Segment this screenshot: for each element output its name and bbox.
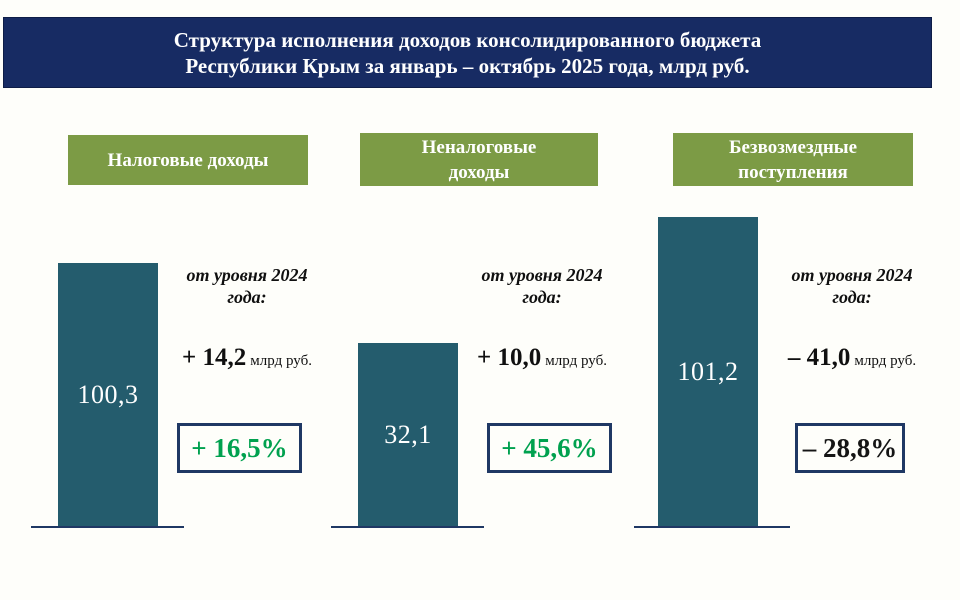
change-amount-row: – 41,0 млрд руб.: [757, 344, 947, 372]
bar-tax-revenues: 100,3: [58, 263, 158, 527]
change-amount: + 14,2: [182, 344, 247, 371]
change-unit: млрд руб.: [545, 353, 607, 369]
percent-change-box: – 28,8%: [795, 423, 905, 473]
bar-value-label: 32,1: [384, 420, 432, 449]
percent-change-value: + 16,5%: [191, 432, 288, 463]
bar-value-label: 100,3: [77, 380, 139, 409]
comparison-heading: от уровня 2024 года:: [791, 265, 913, 307]
percent-change-box: + 45,6%: [487, 423, 612, 473]
change-amount: – 41,0: [787, 344, 851, 371]
percent-change-value: – 28,8%: [802, 432, 898, 463]
bar-gratuitous-receipts: 101,2: [658, 217, 758, 527]
comparison-heading: от уровня 2024 года:: [481, 265, 603, 307]
bar-nontax-revenues: 32,1: [358, 343, 458, 527]
change-amount: + 10,0: [477, 344, 542, 371]
bar-baseline: [634, 526, 790, 528]
slide-title-line1: Структура исполнения доходов консолидиро…: [173, 27, 762, 52]
change-amount-row: + 10,0 млрд руб.: [447, 344, 637, 372]
title-banner: Структура исполнения доходов консолидиро…: [3, 17, 932, 88]
slide-title-line2: Республики Крым за январь – октябрь 2025…: [185, 53, 750, 78]
comparison-heading: от уровня 2024 года:: [186, 265, 308, 307]
bar-baseline: [31, 526, 184, 528]
percent-change-box: + 16,5%: [177, 423, 302, 473]
category-header-nontax-revenues: Неналоговые доходы: [360, 133, 598, 186]
percent-change-value: + 45,6%: [501, 432, 598, 463]
change-unit: млрд руб.: [854, 353, 917, 369]
category-header-gratuitous-receipts: Безвозмездные поступления: [673, 133, 913, 186]
bar-value-label: 101,2: [677, 357, 739, 386]
bar-baseline: [331, 526, 484, 528]
category-header-tax-revenues: Налоговые доходы: [68, 135, 308, 185]
change-unit: млрд руб.: [250, 353, 312, 369]
change-amount-row: + 14,2 млрд руб.: [152, 344, 342, 372]
